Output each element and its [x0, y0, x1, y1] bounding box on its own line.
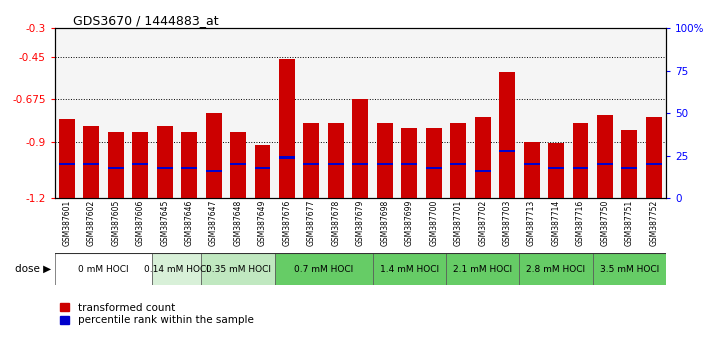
Bar: [597, 163, 613, 165]
Bar: [401, 163, 417, 165]
Bar: [593, 253, 666, 285]
Bar: [83, 126, 99, 198]
Bar: [426, 166, 442, 169]
Bar: [328, 163, 344, 165]
Bar: [205, 170, 221, 172]
Bar: [475, 117, 491, 198]
Bar: [55, 253, 152, 285]
Text: 0.14 mM HOCl: 0.14 mM HOCl: [144, 264, 210, 274]
Text: 0.35 mM HOCl: 0.35 mM HOCl: [205, 264, 271, 274]
Bar: [450, 163, 466, 165]
Bar: [108, 132, 124, 198]
Bar: [279, 58, 295, 198]
Bar: [352, 163, 368, 165]
Text: dose ▶: dose ▶: [15, 264, 51, 274]
Bar: [255, 145, 271, 198]
Bar: [401, 129, 417, 198]
Bar: [230, 163, 246, 165]
Bar: [59, 119, 75, 198]
Bar: [304, 123, 320, 198]
Bar: [59, 163, 75, 165]
Bar: [205, 113, 221, 198]
Bar: [377, 163, 393, 165]
Bar: [646, 117, 662, 198]
Text: 0.7 mM HOCl: 0.7 mM HOCl: [294, 264, 353, 274]
Bar: [499, 149, 515, 152]
Bar: [152, 253, 202, 285]
Bar: [499, 72, 515, 198]
Bar: [597, 115, 613, 198]
Bar: [523, 142, 539, 198]
Bar: [83, 163, 99, 165]
Bar: [132, 163, 149, 165]
Bar: [548, 166, 564, 169]
Bar: [373, 253, 446, 285]
Bar: [426, 129, 442, 198]
Bar: [255, 166, 271, 169]
Bar: [446, 253, 519, 285]
Bar: [181, 132, 197, 198]
Bar: [548, 143, 564, 198]
Bar: [230, 132, 246, 198]
Bar: [328, 123, 344, 198]
Bar: [622, 130, 638, 198]
Bar: [157, 126, 173, 198]
Bar: [157, 166, 173, 169]
Bar: [279, 156, 295, 159]
Text: 3.5 mM HOCl: 3.5 mM HOCl: [600, 264, 659, 274]
Bar: [181, 166, 197, 169]
Bar: [646, 163, 662, 165]
Text: 0 mM HOCl: 0 mM HOCl: [78, 264, 129, 274]
Bar: [475, 170, 491, 172]
Legend: transformed count, percentile rank within the sample: transformed count, percentile rank withi…: [60, 303, 253, 325]
Text: 2.1 mM HOCl: 2.1 mM HOCl: [453, 264, 513, 274]
Text: GDS3670 / 1444883_at: GDS3670 / 1444883_at: [73, 14, 218, 27]
Text: 2.8 mM HOCl: 2.8 mM HOCl: [526, 264, 585, 274]
Bar: [450, 123, 466, 198]
Bar: [352, 99, 368, 198]
Bar: [304, 163, 320, 165]
Bar: [572, 123, 588, 198]
Bar: [108, 166, 124, 169]
Bar: [622, 166, 638, 169]
Bar: [519, 253, 593, 285]
Bar: [132, 132, 149, 198]
Bar: [274, 253, 373, 285]
Bar: [202, 253, 274, 285]
Text: 1.4 mM HOCl: 1.4 mM HOCl: [380, 264, 439, 274]
Bar: [377, 123, 393, 198]
Bar: [523, 163, 539, 165]
Bar: [572, 166, 588, 169]
